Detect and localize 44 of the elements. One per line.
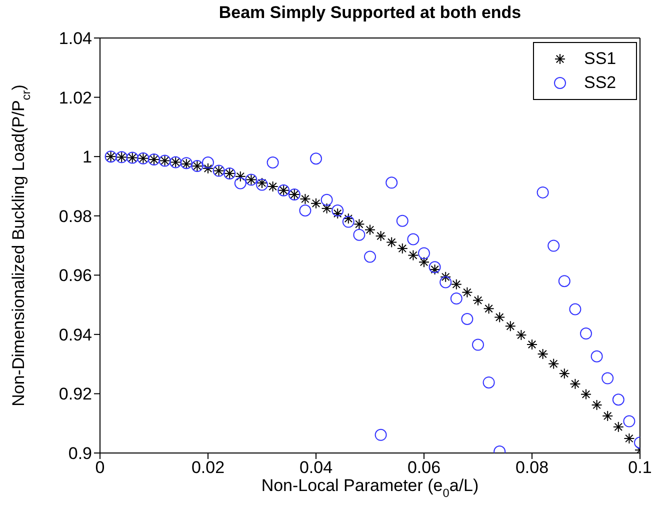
y-tick-label: 0.92 [58,384,92,404]
point [364,250,376,263]
point [612,394,624,406]
x-tick-label: 0.04 [299,458,333,478]
point [472,338,484,351]
y-tick-label: 1.02 [58,88,92,108]
legend-label: SS2 [584,73,616,93]
point [548,240,560,252]
point [310,152,322,165]
point [374,428,387,441]
point [602,372,614,384]
point [353,228,366,241]
y-tick-label: 0.9 [68,444,92,464]
point [558,275,570,288]
x-tick-label: 0.02 [191,458,225,478]
chart-title: Beam Simply Supported at both ends [218,3,522,22]
x-tick-label: 0.06 [407,458,441,478]
point [440,276,452,288]
y-tick-label: 0.98 [58,206,92,226]
x-tick-label: 0.1 [628,458,652,478]
point [482,376,495,388]
y-tick-label: 0.96 [58,266,92,286]
legend-label: SS1 [584,49,616,69]
point [266,156,279,168]
x-axis-title: Non-Local Parameter (e$_{0}$a/L) [261,476,479,500]
point [418,247,430,260]
point [386,176,398,189]
y-tick-label: 0.94 [58,325,92,344]
x-tick-label: 0.08 [515,458,549,478]
point [450,292,462,305]
point [569,303,582,316]
point [428,261,441,274]
point [623,415,636,428]
y-tick-label: 1 [82,148,92,167]
x-tick-label: 0 [95,458,105,478]
point [396,214,408,227]
point [299,204,312,217]
point [536,186,549,198]
point [407,233,420,246]
point [461,313,474,326]
point [580,328,592,340]
point [320,194,333,206]
point [590,350,603,362]
y-tick-label: 1.04 [58,29,92,48]
